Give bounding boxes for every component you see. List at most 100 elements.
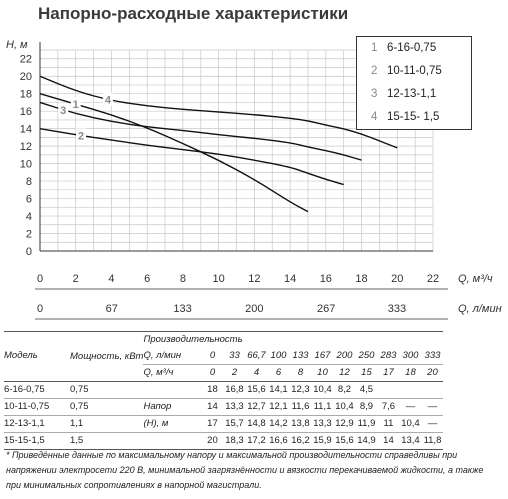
table-cell: 66,7: [245, 348, 268, 365]
x-tick-label: 6: [144, 273, 150, 285]
x-tick-label: 4: [108, 273, 114, 285]
x2-tick-label: 200: [245, 303, 263, 315]
table-cell: [143, 382, 201, 399]
table-cell: 12,1: [269, 401, 288, 412]
table-cell-power: 0,75: [70, 384, 89, 395]
y-tick-label: 0: [26, 246, 32, 258]
y-axis-label: H, м: [6, 39, 28, 51]
series-label: 3: [60, 105, 66, 117]
legend-number: 4: [371, 111, 378, 123]
table-cell: 8,2: [337, 384, 352, 395]
table-cell: 16,6: [269, 435, 288, 446]
table-row: 10-11-0,75 0,75 Напор 14 13,3 12,7 12,1 …: [4, 399, 444, 416]
x-tick-label: 0: [37, 273, 43, 285]
series-label: 1: [73, 99, 79, 111]
y-tick-label: 4: [26, 211, 32, 223]
table-cell: [377, 382, 399, 399]
y-tick-label: 20: [20, 71, 32, 83]
table-cell: 10,4: [401, 418, 420, 429]
table-cell: 20: [427, 367, 438, 378]
series-line: [39, 101, 362, 161]
table-cell: 11: [383, 418, 394, 429]
table-cell: 200: [333, 348, 356, 365]
table-cell: 14: [207, 401, 218, 412]
table-cell: 100: [267, 348, 290, 365]
table-cell: [70, 365, 143, 382]
legend-label: 12-13-1,1: [387, 88, 437, 100]
x-tick-label: 16: [320, 273, 332, 285]
table-cell-model: 12-13-1,1: [4, 418, 45, 429]
table-cell: 283: [377, 348, 400, 365]
table-cell: 14,9: [357, 435, 376, 446]
x2-axis-label: Q, л/мин: [458, 303, 502, 315]
table-cell: 14,1: [269, 384, 288, 395]
series-line: [39, 75, 398, 149]
table-cell: 13,3: [313, 418, 332, 429]
table-label-head: Напор: [143, 401, 172, 412]
y-tick-label: 6: [26, 194, 32, 206]
y-tick-label: 16: [20, 106, 32, 118]
table-cell: 15,6: [247, 384, 266, 395]
table-cell: 11,8: [423, 435, 442, 446]
table-cell: 13,4: [401, 435, 420, 446]
x-tick-label: 8: [180, 273, 186, 285]
table-cell: 33: [223, 348, 246, 365]
y-tick-label: 22: [20, 54, 32, 66]
x2-tick-label: 67: [106, 303, 118, 315]
legend-label: 10-11-0,75: [387, 65, 442, 77]
y-tick-label: 14: [20, 124, 32, 136]
x-tick-label: 20: [391, 273, 403, 285]
legend-number: 3: [371, 88, 378, 100]
table-cell: —: [427, 401, 438, 412]
table-cell: 15: [361, 367, 372, 378]
table-cell-power: 0,75: [70, 401, 89, 412]
chart-legend: 1 6-16-0,75 2 10-11-0,75 3 12-13-1,1 4 1…: [356, 36, 472, 130]
table-cell: [70, 332, 143, 349]
table-cell: 18: [405, 367, 416, 378]
table-cell: 167: [311, 348, 334, 365]
table-cell: 8,9: [359, 401, 374, 412]
x-tick-label: 18: [355, 273, 367, 285]
table-header-model: Модель: [4, 350, 38, 362]
table-cell: —: [405, 401, 416, 412]
table-cell: 11,6: [291, 401, 310, 412]
table-cell: 11,1: [313, 401, 332, 412]
table-header-performance: Производительность: [143, 334, 243, 345]
table-cell: 12,9: [335, 418, 354, 429]
table-row: 6-16-0,75 0,75 18 16,8 15,6 14,1 12,3 10…: [4, 382, 444, 399]
table-cell-model: 10-11-0,75: [4, 401, 50, 412]
table-cell: 6: [275, 367, 282, 378]
series-line: [39, 93, 309, 213]
table-cell: 15,6: [335, 435, 354, 446]
table-label-head-unit: (H), м: [143, 418, 169, 429]
table-header-q-lmin: Q, л/мин: [143, 348, 202, 365]
table-cell: 15,9: [313, 435, 332, 446]
x2-tick-label: 133: [173, 303, 191, 315]
table-cell: 17: [383, 367, 394, 378]
table-cell: 250: [355, 348, 378, 365]
table-cell: [245, 332, 443, 349]
table-cell: 2: [231, 367, 238, 378]
x2-tick-label: 333: [388, 303, 406, 315]
table-cell: —: [427, 418, 438, 429]
x2-tick-label: 0: [37, 303, 43, 315]
table-cell: 4,5: [359, 384, 374, 395]
table-cell: [143, 433, 201, 450]
table-cell: 10,4: [335, 401, 354, 412]
table-cell: 12,7: [247, 401, 266, 412]
y-tick-label: 18: [20, 89, 32, 101]
table-cell: [4, 365, 70, 382]
x2-tick-label: 267: [317, 303, 335, 315]
table-cell: [421, 382, 443, 399]
table-cell: [4, 332, 70, 349]
table-cell: 11,9: [357, 418, 376, 429]
table-cell: 14,2: [269, 418, 288, 429]
x-axis-label: Q, м³/ч: [458, 273, 493, 285]
table-cell: [399, 382, 421, 399]
series-label-bg: [76, 128, 87, 142]
table-row: 15-15-1,5 1,5 20 18,3 17,2 16,6 16,2 15,…: [4, 433, 444, 450]
y-tick-label: 8: [26, 176, 32, 188]
legend-number: 1: [371, 42, 378, 54]
footnote: * Приведённые данные по максимальному на…: [6, 450, 484, 490]
series-label: 4: [105, 95, 112, 107]
